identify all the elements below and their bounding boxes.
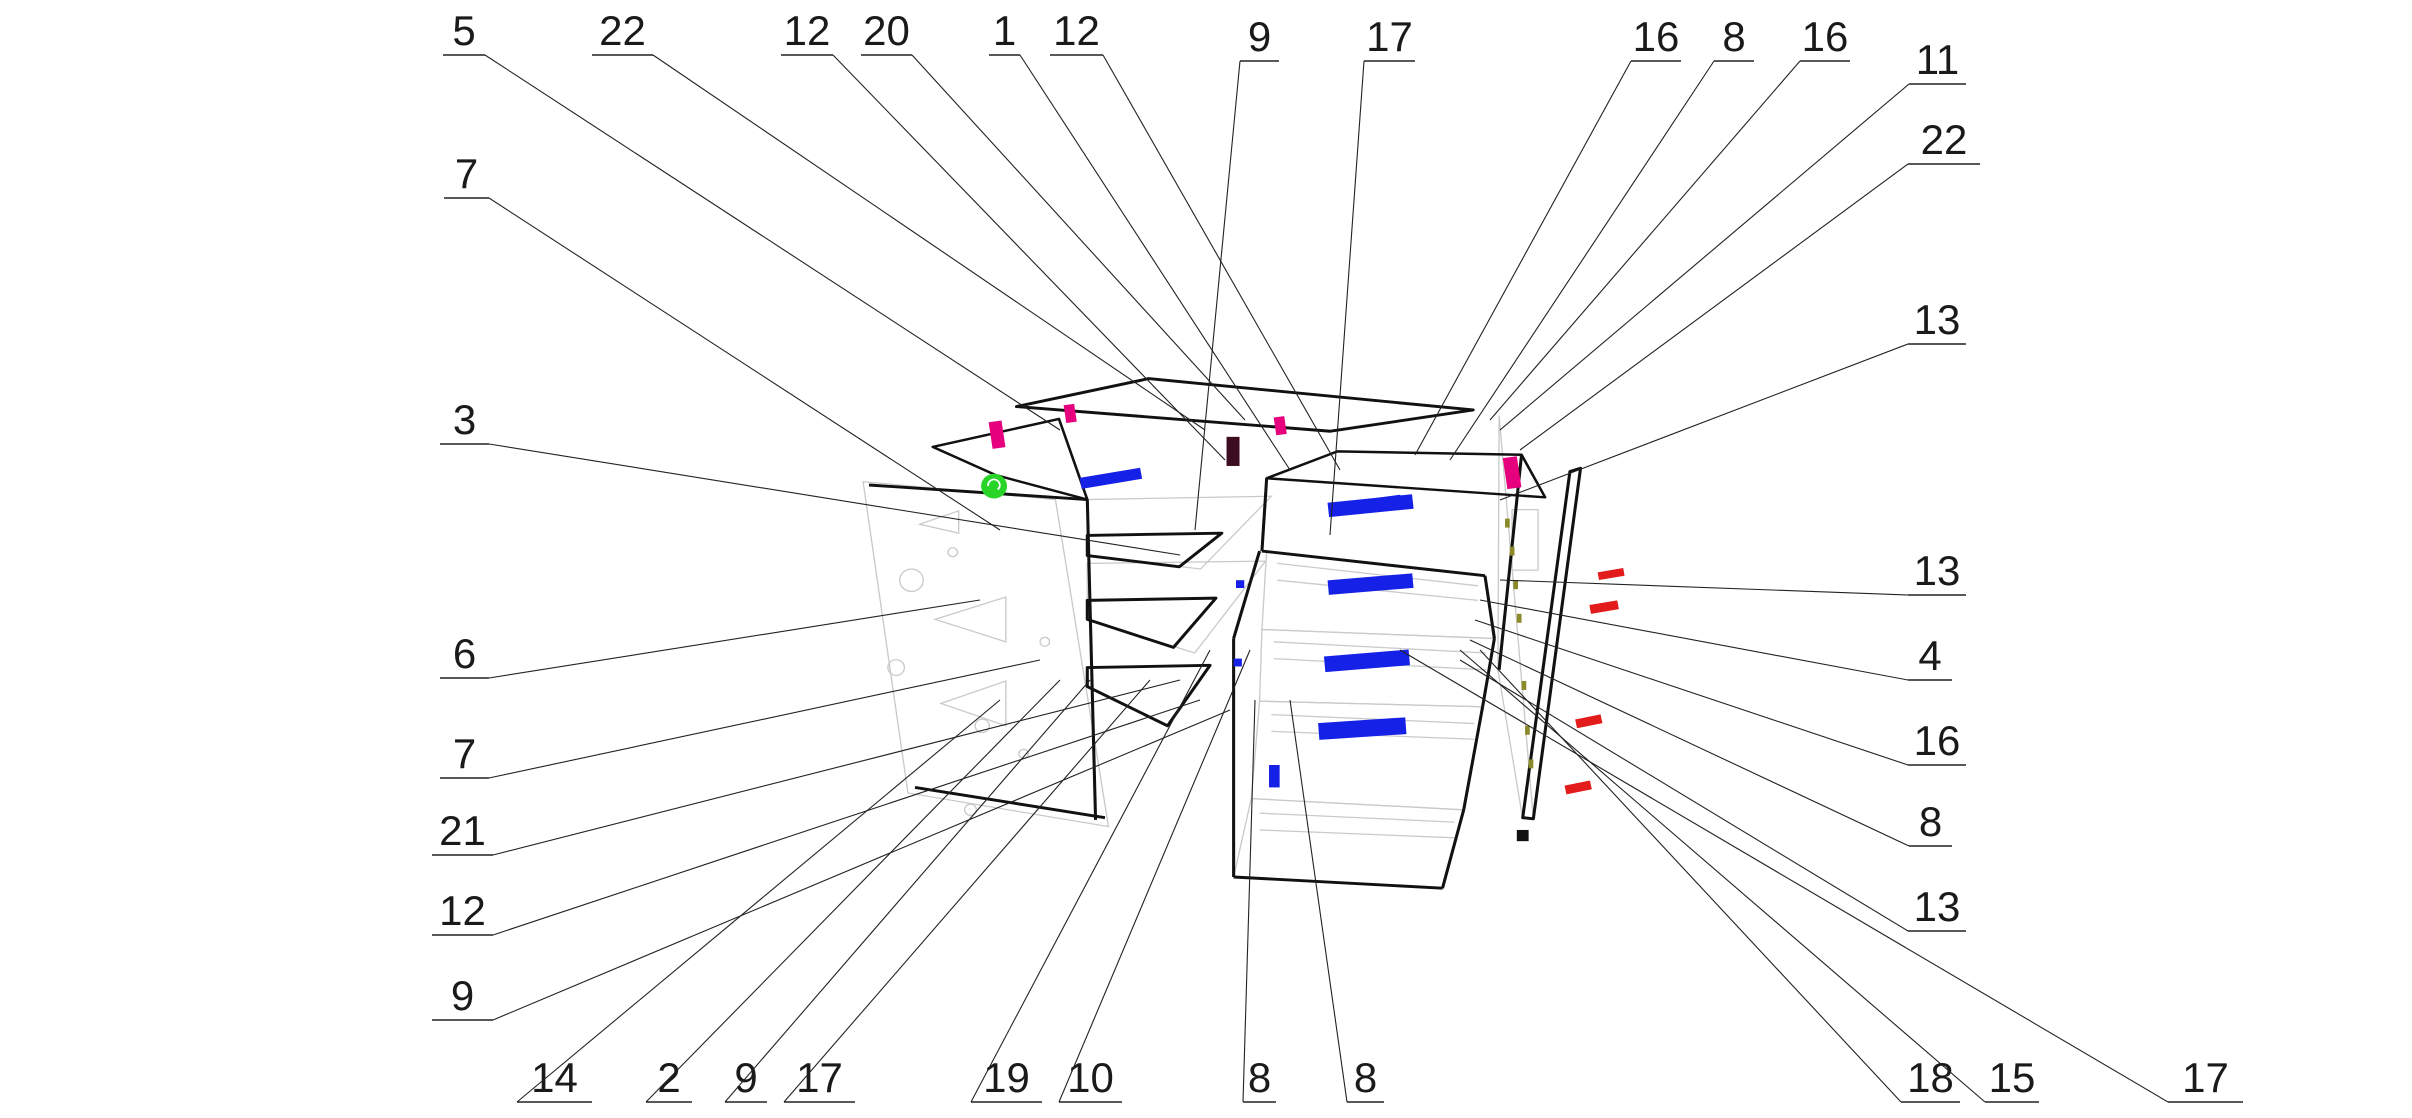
svg-text:17: 17	[1366, 13, 1413, 60]
svg-text:7: 7	[453, 730, 476, 777]
svg-text:12: 12	[439, 887, 486, 934]
svg-text:14: 14	[531, 1054, 578, 1101]
svg-text:5: 5	[452, 7, 475, 54]
svg-text:11: 11	[1916, 36, 1960, 83]
svg-text:8: 8	[1722, 13, 1745, 60]
svg-text:12: 12	[784, 7, 831, 54]
svg-text:10: 10	[1067, 1054, 1114, 1101]
svg-text:9: 9	[451, 972, 474, 1019]
svg-text:15: 15	[1989, 1054, 2036, 1101]
svg-text:6: 6	[453, 630, 476, 677]
svg-text:4: 4	[1918, 632, 1941, 679]
svg-text:7: 7	[455, 150, 478, 197]
svg-text:19: 19	[983, 1054, 1030, 1101]
svg-text:8: 8	[1354, 1054, 1377, 1101]
svg-text:13: 13	[1914, 296, 1961, 343]
svg-text:8: 8	[1248, 1054, 1271, 1101]
svg-text:22: 22	[1921, 116, 1968, 163]
svg-text:20: 20	[863, 7, 910, 54]
svg-text:2: 2	[657, 1054, 680, 1101]
svg-text:13: 13	[1914, 883, 1961, 930]
svg-text:21: 21	[439, 807, 486, 854]
svg-text:16: 16	[1914, 717, 1961, 764]
svg-text:12: 12	[1053, 7, 1100, 54]
svg-text:16: 16	[1633, 13, 1680, 60]
svg-text:16: 16	[1802, 13, 1849, 60]
svg-text:17: 17	[2182, 1054, 2229, 1101]
svg-text:18: 18	[1907, 1054, 1954, 1101]
svg-text:1: 1	[993, 7, 1016, 54]
svg-text:13: 13	[1914, 547, 1961, 594]
svg-text:8: 8	[1919, 798, 1942, 845]
svg-text:9: 9	[1248, 13, 1271, 60]
svg-text:22: 22	[599, 7, 646, 54]
svg-text:3: 3	[453, 396, 476, 443]
